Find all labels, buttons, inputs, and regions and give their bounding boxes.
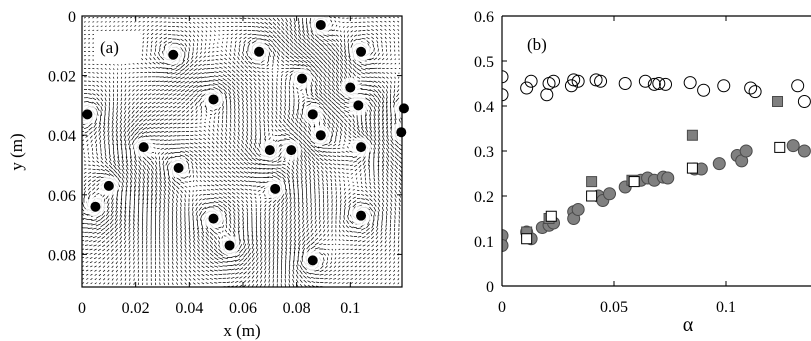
open-square-point: [545, 210, 557, 222]
y-tick-label-b: 0.5: [474, 54, 494, 71]
open-circle-point: [638, 74, 652, 88]
x-tick-label-a: 0.1: [340, 300, 360, 317]
x-axis-title-b: α: [683, 314, 694, 336]
open-circle-point: [647, 77, 661, 91]
open-circle-point: [797, 95, 811, 108]
open-circle-point: [659, 77, 673, 91]
x-tick-label-b: 0.05: [600, 299, 628, 316]
vortex-point: [353, 100, 364, 111]
y-tick-label-a: 0.08: [48, 247, 76, 264]
y-tick-label-b: 0.4: [474, 99, 494, 116]
vortex-point: [297, 73, 308, 84]
vortex-point: [208, 94, 219, 105]
vortex-point: [356, 210, 367, 221]
panel-a: 0 0.02 0.04 0.06 0.08 0.1 0 0.02 0.04 0.06 0.08 (a…: [7, 9, 414, 340]
vortex-point: [307, 255, 318, 266]
filled-circle-point: [502, 239, 509, 252]
filled-circle-point: [712, 157, 726, 171]
filled-circle-point: [603, 187, 617, 201]
filled-square-point: [772, 96, 784, 107]
open-circle-point: [540, 88, 554, 102]
vortex-point: [396, 127, 407, 138]
panel-label-box-a: [94, 32, 140, 62]
vortex-point: [224, 240, 235, 251]
x-tick-label-b: 0: [498, 299, 506, 316]
y-tick-label-b: 0.1: [474, 234, 494, 251]
open-circle-point: [717, 79, 731, 93]
filled-circle-point: [502, 229, 509, 243]
open-square-point: [586, 190, 598, 202]
x-tick-label-a: 0.08: [283, 300, 311, 317]
x-tick-label-a: 0.02: [122, 300, 150, 317]
vortex-point: [315, 19, 326, 30]
vortex-point: [173, 162, 184, 173]
open-square-point: [686, 162, 698, 174]
y-tick-label-a: 0.04: [48, 128, 76, 145]
open-circle-point: [748, 85, 762, 99]
filled-circle-point: [786, 139, 800, 153]
vortex-point: [270, 183, 281, 194]
y-tick-label-b: 0.2: [474, 189, 494, 206]
y-tick-label-b: 0.6: [474, 9, 494, 26]
ticks-a: 0 0.02 0.04 0.06 0.08 0.1 0 0.02 0.04 0.06 0.08: [48, 9, 402, 317]
open-circle-point: [652, 77, 666, 90]
vortex-point: [82, 109, 93, 120]
vortex-point: [208, 213, 219, 224]
open-circle-point: [571, 74, 585, 88]
vortex-markers: [77, 14, 414, 271]
filled-square-point: [686, 129, 698, 141]
vortex-point: [286, 145, 297, 156]
y-tick-label-b: 0.3: [474, 144, 494, 161]
panel-b: 0 0.1 0.2 0.3 0.4 0.5 0.6 0 0.05 0.1 (b) α: [474, 9, 811, 336]
vortex-point: [307, 109, 318, 120]
filled-circle-point: [797, 144, 811, 158]
y-tick-label-a: 0.06: [48, 188, 76, 205]
axes-frame-a: [81, 15, 403, 288]
vortex-point: [103, 180, 114, 191]
x-tick-label-a: 0: [78, 300, 86, 317]
ticks-b: 0 0.1 0.2 0.3 0.4 0.5 0.6 0 0.05 0.1: [474, 9, 736, 316]
x-tick-label-a: 0.04: [175, 300, 203, 317]
open-circle-point: [502, 70, 509, 84]
vortex-point: [90, 201, 101, 212]
open-circle-point: [520, 81, 534, 95]
open-circle-point: [744, 81, 758, 95]
x-tick-label-b: 0.1: [716, 299, 736, 316]
open-square-point: [774, 141, 786, 153]
open-square-point: [521, 233, 533, 245]
panel-label-b: (b): [527, 35, 547, 54]
vortex-point: [345, 82, 356, 93]
vortex-point: [398, 103, 409, 114]
x-tick-label-a: 0.06: [229, 300, 257, 317]
x-axis-title-a: x (m): [223, 321, 260, 340]
vortex-point: [315, 130, 326, 141]
open-circle-point: [524, 74, 538, 88]
filled-square-point: [586, 176, 598, 188]
filled-circle-point: [739, 144, 753, 158]
y-tick-label-a: 0: [68, 9, 76, 26]
open-circle-point: [791, 79, 805, 93]
vortex-point: [138, 142, 149, 153]
open-square-point: [628, 176, 640, 188]
y-tick-label-a: 0.02: [48, 69, 76, 86]
vortex-point: [356, 46, 367, 57]
open-circle-point: [594, 74, 608, 88]
panel-label-a: (a): [100, 38, 119, 57]
vortex-point: [356, 142, 367, 153]
data-markers-b: [502, 70, 811, 252]
filled-circle-point: [571, 203, 585, 216]
open-circle-point: [502, 88, 509, 102]
open-circle-point: [697, 83, 711, 97]
filled-circle-point: [661, 171, 675, 185]
open-circle-point: [547, 74, 561, 88]
open-circle-point: [564, 79, 578, 93]
vortex-point: [254, 46, 265, 57]
vortex-point: [264, 145, 275, 156]
open-circle-point: [618, 77, 632, 90]
y-tick-label-b: 0: [486, 279, 494, 296]
open-circle-point: [683, 76, 697, 90]
y-axis-title-a: y (m): [7, 133, 26, 170]
vortex-point: [168, 49, 179, 60]
